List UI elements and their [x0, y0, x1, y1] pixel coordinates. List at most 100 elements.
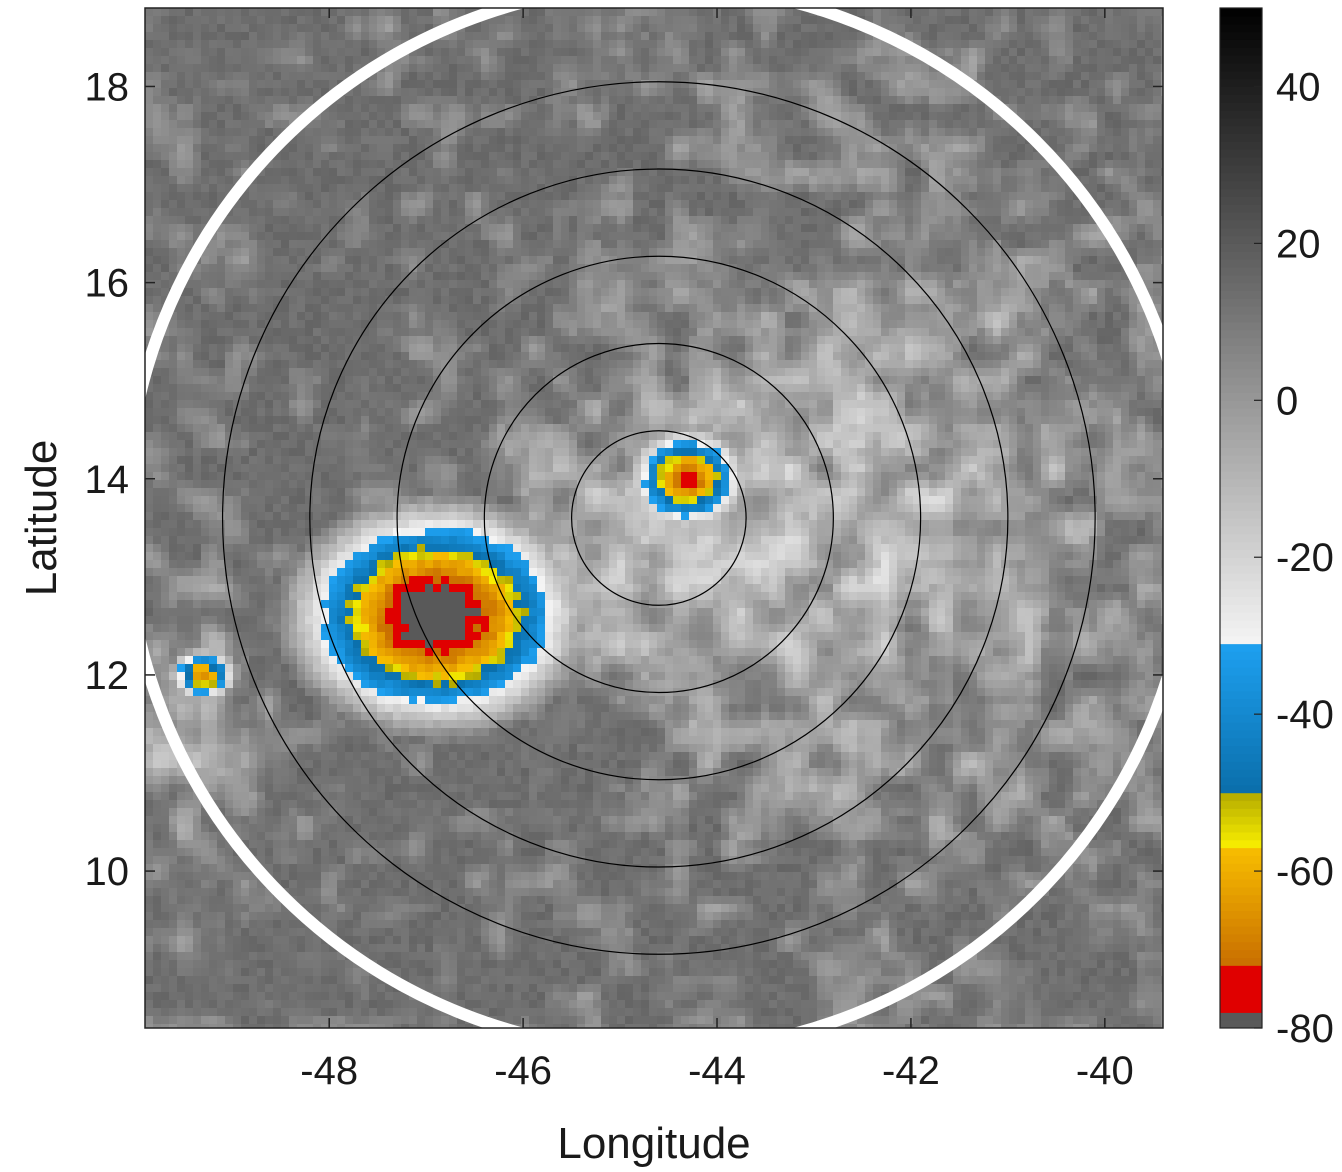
heatmap-cell [1121, 232, 1130, 241]
heatmap-cell [369, 280, 378, 289]
heatmap-cell [385, 152, 394, 161]
heatmap-cell [1089, 72, 1098, 81]
heatmap-cell [233, 152, 242, 161]
heatmap-cell [945, 232, 954, 241]
heatmap-cell [1057, 264, 1066, 273]
heatmap-cell [905, 88, 914, 97]
heatmap-cell [1145, 120, 1154, 129]
heatmap-cell [761, 48, 770, 57]
heatmap-cell [185, 128, 194, 137]
heatmap-cell [489, 24, 498, 33]
heatmap-cell [1025, 224, 1034, 233]
heatmap-cell [825, 120, 834, 129]
heatmap-cell [209, 104, 218, 113]
heatmap-cell [769, 264, 778, 273]
heatmap-cell [753, 200, 762, 209]
heatmap-cell [649, 56, 658, 65]
heatmap-cell [513, 88, 522, 97]
heatmap-cell [1073, 240, 1082, 249]
heatmap-cell [857, 232, 866, 241]
heatmap-cell [169, 120, 178, 129]
heatmap-cell [817, 200, 826, 209]
heatmap-cell [985, 48, 994, 57]
heatmap-cell [425, 88, 434, 97]
heatmap-cell [897, 48, 906, 57]
heatmap-cell [273, 64, 282, 73]
heatmap-cell [1065, 80, 1074, 89]
heatmap-cell [433, 128, 442, 137]
heatmap-cell [681, 144, 690, 153]
heatmap-cell [257, 96, 266, 105]
heatmap-cell [649, 248, 658, 257]
heatmap-cell [609, 240, 618, 249]
heatmap-cell [145, 200, 154, 209]
heatmap-cell [737, 152, 746, 161]
heatmap-cell [441, 16, 450, 25]
heatmap-cell [625, 8, 634, 17]
heatmap-cell [593, 32, 602, 41]
heatmap-cell [785, 88, 794, 97]
heatmap-cell [169, 128, 178, 137]
heatmap-cell [977, 128, 986, 137]
heatmap-cell [1073, 168, 1082, 177]
heatmap-cell [425, 8, 434, 17]
heatmap-cell [297, 200, 306, 209]
heatmap-cell [545, 240, 554, 249]
heatmap-cell [457, 160, 466, 169]
heatmap-cell [145, 248, 154, 257]
heatmap-cell [505, 184, 514, 193]
heatmap-cell [305, 48, 314, 57]
heatmap-cell [937, 216, 946, 225]
heatmap-cell [785, 176, 794, 185]
heatmap-cell [1049, 112, 1058, 121]
heatmap-cell [169, 272, 178, 281]
heatmap-cell [601, 168, 610, 177]
heatmap-cell [625, 16, 634, 25]
heatmap-cell [841, 64, 850, 73]
heatmap-cell [145, 56, 154, 65]
heatmap-cell [569, 136, 578, 145]
heatmap-cell [241, 240, 250, 249]
heatmap-cell [385, 272, 394, 281]
heatmap-cell [177, 128, 186, 137]
heatmap-cell [633, 104, 642, 113]
heatmap-cell [913, 40, 922, 49]
heatmap-cell [737, 296, 746, 305]
heatmap-cell [177, 56, 186, 65]
heatmap-cell [337, 40, 346, 49]
heatmap-cell [809, 56, 818, 65]
heatmap-cell [417, 224, 426, 233]
heatmap-cell [569, 264, 578, 273]
heatmap-cell [449, 216, 458, 225]
heatmap-cell [729, 264, 738, 273]
heatmap-cell [873, 256, 882, 265]
heatmap-cell [153, 208, 162, 217]
heatmap-cell [593, 48, 602, 57]
heatmap-cell [1065, 184, 1074, 193]
heatmap-cell [1121, 272, 1130, 281]
heatmap-cell [793, 288, 802, 297]
heatmap-cell [617, 96, 626, 105]
heatmap-cell [697, 160, 706, 169]
heatmap-cell [737, 168, 746, 177]
heatmap-cell [881, 256, 890, 265]
heatmap-cell [1017, 304, 1026, 313]
heatmap-cell [825, 184, 834, 193]
heatmap-cell [257, 248, 266, 257]
heatmap-cell [369, 160, 378, 169]
heatmap-cell [569, 224, 578, 233]
heatmap-cell [177, 120, 186, 129]
heatmap-cell [809, 80, 818, 89]
heatmap-cell [1081, 288, 1090, 297]
heatmap-cell [609, 264, 618, 273]
heatmap-cell [841, 296, 850, 305]
heatmap-cell [529, 288, 538, 297]
heatmap-cell [161, 208, 170, 217]
heatmap-cell [889, 272, 898, 281]
heatmap-cell [1009, 184, 1018, 193]
heatmap-cell [497, 152, 506, 161]
heatmap-cell [673, 200, 682, 209]
heatmap-cell [1089, 96, 1098, 105]
heatmap-cell [585, 128, 594, 137]
heatmap-cell [425, 144, 434, 153]
